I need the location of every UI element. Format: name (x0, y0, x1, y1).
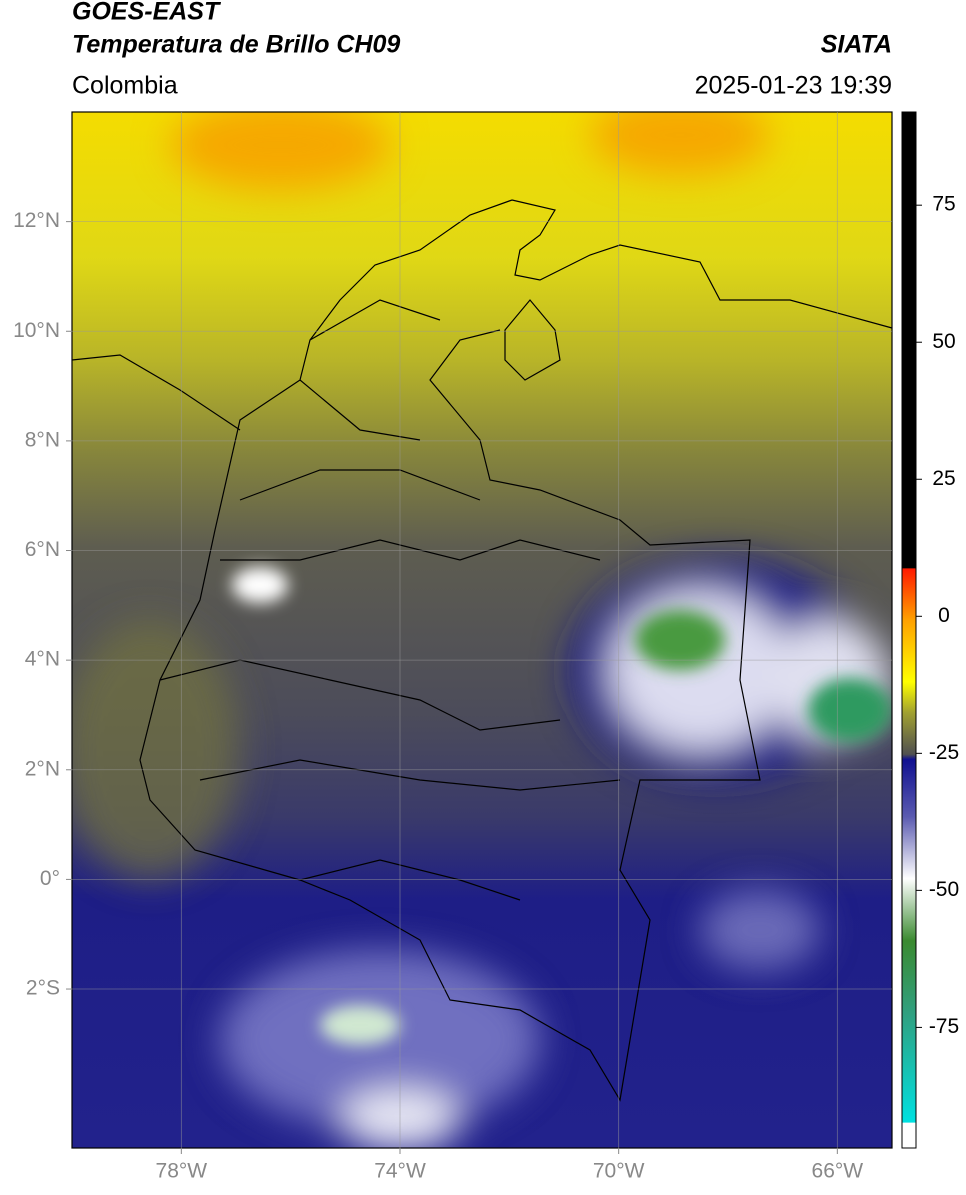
colorbar-tick-label: -75 (929, 1015, 959, 1038)
lon-tick-label: 78°W (156, 1160, 208, 1183)
satellite-image (72, 112, 892, 1148)
lat-tick-label: 10°N (13, 319, 60, 342)
product-title: Temperatura de Brillo CH09 (72, 31, 400, 59)
satellite-title: GOES-EAST (72, 0, 222, 26)
colorbar-tick-label: 0 (938, 604, 950, 627)
lat-tick-label: 12°N (13, 209, 60, 232)
lat-tick-label: 0° (40, 867, 60, 890)
lat-tick-label: 8°N (25, 428, 60, 451)
lat-tick-label: 4°N (25, 648, 60, 671)
borders (71, 199, 893, 1102)
map-frame (71, 111, 893, 1149)
lat-tick-label: 6°N (25, 538, 60, 561)
lon-tick-label: 66°W (812, 1160, 864, 1183)
region: Colombia (72, 72, 178, 100)
lat-tick-label: 2°S (26, 977, 60, 1000)
colorbar-tick-label: -25 (929, 741, 959, 764)
lon-tick-label: 74°W (374, 1160, 426, 1183)
source: SIATA (821, 31, 892, 59)
colorbar-tick-label: 25 (932, 467, 955, 490)
colorbar (901, 111, 917, 1149)
colorbar-tick-label: 75 (932, 193, 955, 216)
datetime: 2025-01-23 19:39 (695, 72, 892, 100)
lat-tick-label: 2°N (25, 757, 60, 780)
colorbar-tick-label: -50 (929, 878, 959, 901)
colorbar-tick-label: 50 (932, 330, 955, 353)
lon-tick-label: 70°W (593, 1160, 645, 1183)
